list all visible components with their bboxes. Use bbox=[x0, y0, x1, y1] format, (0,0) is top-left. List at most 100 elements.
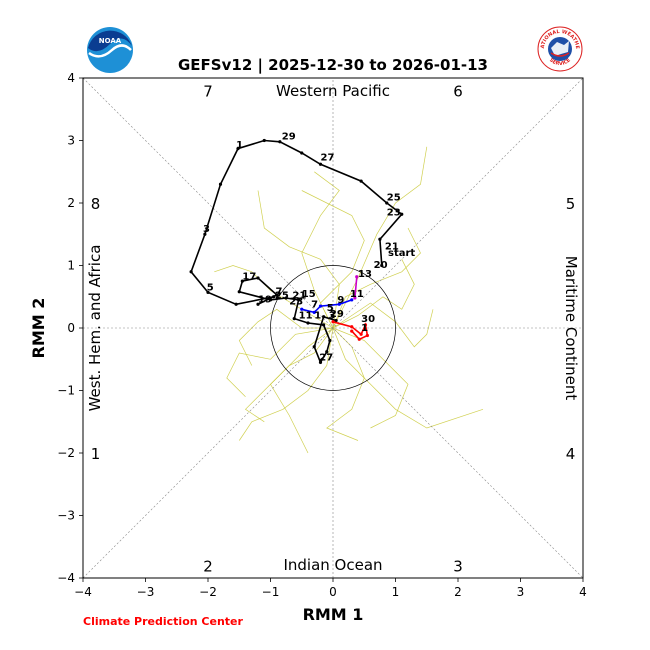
phase-number: 5 bbox=[566, 195, 576, 213]
noaa-logo-icon: NOAA bbox=[87, 27, 133, 73]
y-tick-label: 2 bbox=[67, 196, 75, 210]
nws-logo-text-bottom: SERVICE bbox=[548, 57, 572, 67]
observed-point bbox=[203, 232, 207, 236]
x-tick-label: 4 bbox=[579, 585, 587, 599]
observed-point bbox=[292, 317, 296, 321]
x-tick-label: 2 bbox=[454, 585, 462, 599]
trajectory-date-label: 1 bbox=[314, 311, 321, 322]
observed-point bbox=[350, 329, 354, 333]
observed-point bbox=[350, 298, 354, 302]
observed-point bbox=[353, 296, 357, 300]
y-tick-label: −1 bbox=[57, 384, 75, 398]
trajectory-date-label: 9 bbox=[337, 295, 344, 306]
x-tick-label: −4 bbox=[74, 585, 92, 599]
unit-circle bbox=[270, 265, 396, 391]
observed-point bbox=[400, 212, 404, 216]
ensemble-member-line bbox=[257, 190, 340, 329]
nws-logo-icon: NATIONAL WEATHER SERVICE bbox=[537, 26, 583, 72]
phase-number: 8 bbox=[91, 195, 101, 213]
observed-point bbox=[236, 147, 240, 151]
x-tick-label: −2 bbox=[199, 585, 217, 599]
ensemble-member-line bbox=[332, 227, 421, 329]
noaa-logo-text: NOAA bbox=[99, 37, 122, 45]
y-tick-label: 3 bbox=[67, 134, 75, 148]
trajectory-date-label: 5 bbox=[207, 283, 214, 294]
x-tick-label: 1 bbox=[392, 585, 400, 599]
observed-point bbox=[337, 302, 341, 306]
phase-number: 1 bbox=[91, 445, 101, 463]
observed-point bbox=[206, 290, 210, 294]
ensemble-member-line bbox=[301, 171, 340, 329]
x-tick-label: −3 bbox=[137, 585, 155, 599]
ensemble-member-line bbox=[332, 302, 434, 348]
observed-point bbox=[240, 279, 244, 283]
grid-diagonal bbox=[82, 77, 584, 579]
trajectory-date-label: 1 bbox=[236, 140, 243, 151]
trajectory-date-label: 17 bbox=[242, 271, 256, 282]
observed-point bbox=[278, 140, 282, 144]
region-label-west-hem-africa: West. Hem. and Africa bbox=[86, 245, 104, 412]
start-label: start bbox=[388, 248, 415, 259]
ensemble-member-line bbox=[239, 327, 334, 441]
trajectory-date-label: 27 bbox=[321, 153, 335, 164]
ensemble-member-line bbox=[226, 327, 334, 398]
x-tick-label: 3 bbox=[517, 585, 525, 599]
observed-point bbox=[350, 325, 354, 329]
region-label-maritime-continent: Maritime Continent bbox=[562, 256, 580, 401]
observed-point bbox=[365, 333, 369, 338]
observed-point bbox=[318, 360, 323, 364]
ensemble-member-line bbox=[301, 190, 365, 329]
ensemble-member-line bbox=[270, 327, 334, 454]
observed-point bbox=[355, 275, 359, 279]
trajectory-date-label: 27 bbox=[319, 353, 333, 364]
observed-point bbox=[189, 270, 193, 274]
ensemble-member-line bbox=[332, 327, 484, 429]
observed-point bbox=[334, 318, 338, 323]
observed-point bbox=[300, 307, 304, 311]
trajectory-date-label: 13 bbox=[358, 269, 372, 280]
observed-point bbox=[256, 276, 260, 280]
y-axis-label: RMM 2 bbox=[29, 298, 48, 359]
observed-point bbox=[284, 296, 288, 300]
ensemble-members bbox=[214, 146, 484, 454]
y-tick-label: 0 bbox=[67, 321, 75, 335]
y-tick-label: 1 bbox=[67, 259, 75, 273]
observed-point bbox=[380, 263, 384, 268]
phase-number: 3 bbox=[453, 558, 463, 576]
observed-point bbox=[297, 298, 301, 302]
trajectory-date-label: 15 bbox=[302, 289, 316, 300]
observed-point bbox=[234, 302, 238, 306]
x-axis-label: RMM 1 bbox=[303, 605, 364, 624]
y-tick-label: 4 bbox=[67, 71, 75, 85]
trajectory-date-label: 1 bbox=[361, 323, 368, 334]
ensemble-member-line bbox=[332, 146, 428, 329]
observed-point bbox=[237, 290, 241, 294]
grid-lines bbox=[82, 77, 584, 579]
trajectory-date-label: 29 bbox=[330, 309, 344, 320]
trajectory-date-label: 5 bbox=[327, 303, 334, 314]
trajectory-date-label: 11 bbox=[350, 289, 364, 300]
observed-point bbox=[300, 151, 304, 155]
trajectory-date-label: 19 bbox=[258, 294, 272, 305]
observed-point bbox=[312, 345, 316, 349]
trajectory-date-label: 21 bbox=[292, 291, 306, 302]
observed-point bbox=[328, 338, 332, 343]
observed-point bbox=[385, 201, 389, 205]
climate-prediction-center-credit: Climate Prediction Center bbox=[83, 615, 243, 628]
trajectory-date-label: 21 bbox=[385, 241, 399, 252]
trajectory-date-label: 23 bbox=[387, 208, 401, 219]
observed-point bbox=[268, 298, 273, 302]
y-tick-label: −2 bbox=[57, 446, 75, 460]
phase-number: 6 bbox=[453, 83, 463, 101]
trajectory-date-label: 20 bbox=[374, 260, 388, 271]
observed-point bbox=[331, 320, 335, 324]
phase-numbers: 7 68 51 42 3 bbox=[91, 83, 576, 576]
observed-point bbox=[359, 179, 363, 183]
trajectory-date-label: 25 bbox=[275, 291, 289, 302]
observed-point bbox=[256, 302, 260, 306]
observed-point bbox=[262, 138, 266, 143]
y-tick-label: −4 bbox=[57, 571, 75, 585]
